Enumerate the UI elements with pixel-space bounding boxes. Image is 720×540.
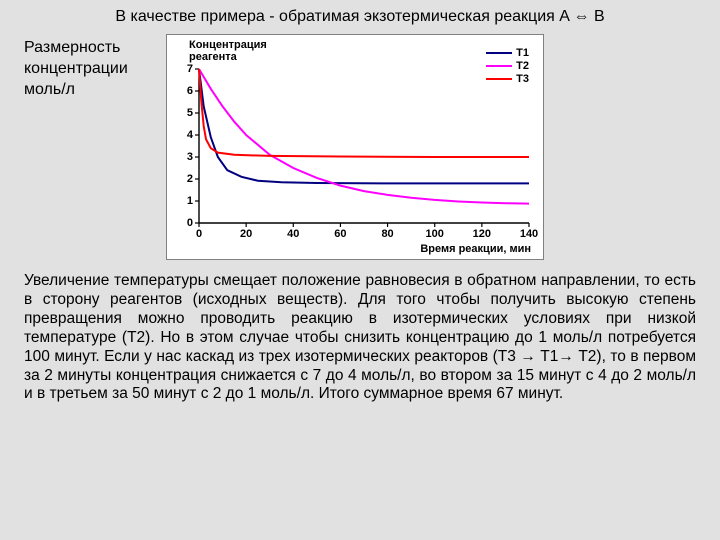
y-tick-label: 2 [175, 173, 193, 185]
legend-swatch [486, 65, 512, 67]
chart-legend: T1T2T3 [486, 47, 529, 86]
y-title-l1: Концентрация [189, 39, 267, 51]
y-tick-label: 3 [175, 151, 193, 163]
chart-container: Концентрация реагента 0 1 2 3 4 5 6 7 0 20 40 60 80… [166, 34, 544, 260]
x-tick-label: 140 [520, 228, 538, 240]
x-tick-label: 40 [287, 228, 299, 240]
y-title-l2: реагента [189, 51, 237, 63]
legend-swatch [486, 52, 512, 54]
dimension-label: Размерность концентрации моль/л [24, 34, 154, 100]
legend-item: T3 [486, 73, 529, 85]
legend-swatch [486, 78, 512, 80]
y-axis-title: Концентрация реагента [189, 39, 267, 63]
x-tick-label: 60 [334, 228, 346, 240]
legend-label: T1 [516, 47, 529, 59]
legend-label: T2 [516, 60, 529, 72]
page-title: В качестве примера - обратимая экзотерми… [24, 8, 696, 26]
y-tick-label: 7 [175, 63, 193, 75]
y-tick-label: 5 [175, 107, 193, 119]
y-tick-label: 4 [175, 129, 193, 141]
body-paragraph: Увеличение температуры смещает положение… [24, 272, 696, 404]
x-tick-label: 20 [240, 228, 252, 240]
x-axis-title: Время реакции, мин [175, 243, 535, 255]
y-tick-label: 6 [175, 85, 193, 97]
side-l2: концентрации [24, 60, 128, 77]
legend-item: T1 [486, 47, 529, 59]
chart-svg [175, 67, 535, 243]
y-tick-label: 1 [175, 195, 193, 207]
series-T1 [199, 69, 529, 183]
series-T3 [199, 69, 529, 157]
side-l1: Размерность [24, 39, 120, 56]
x-tick-label: 120 [473, 228, 491, 240]
x-tick-label: 80 [381, 228, 393, 240]
legend-label: T3 [516, 73, 529, 85]
side-l3: моль/л [24, 81, 75, 98]
y-tick-label: 0 [175, 217, 193, 229]
plot-area-wrap: 01234567 020406080100120140 [175, 67, 535, 243]
legend-item: T2 [486, 60, 529, 72]
top-row: Размерность концентрации моль/л Концентр… [24, 34, 696, 260]
x-tick-label: 100 [426, 228, 444, 240]
x-tick-label: 0 [196, 228, 202, 240]
